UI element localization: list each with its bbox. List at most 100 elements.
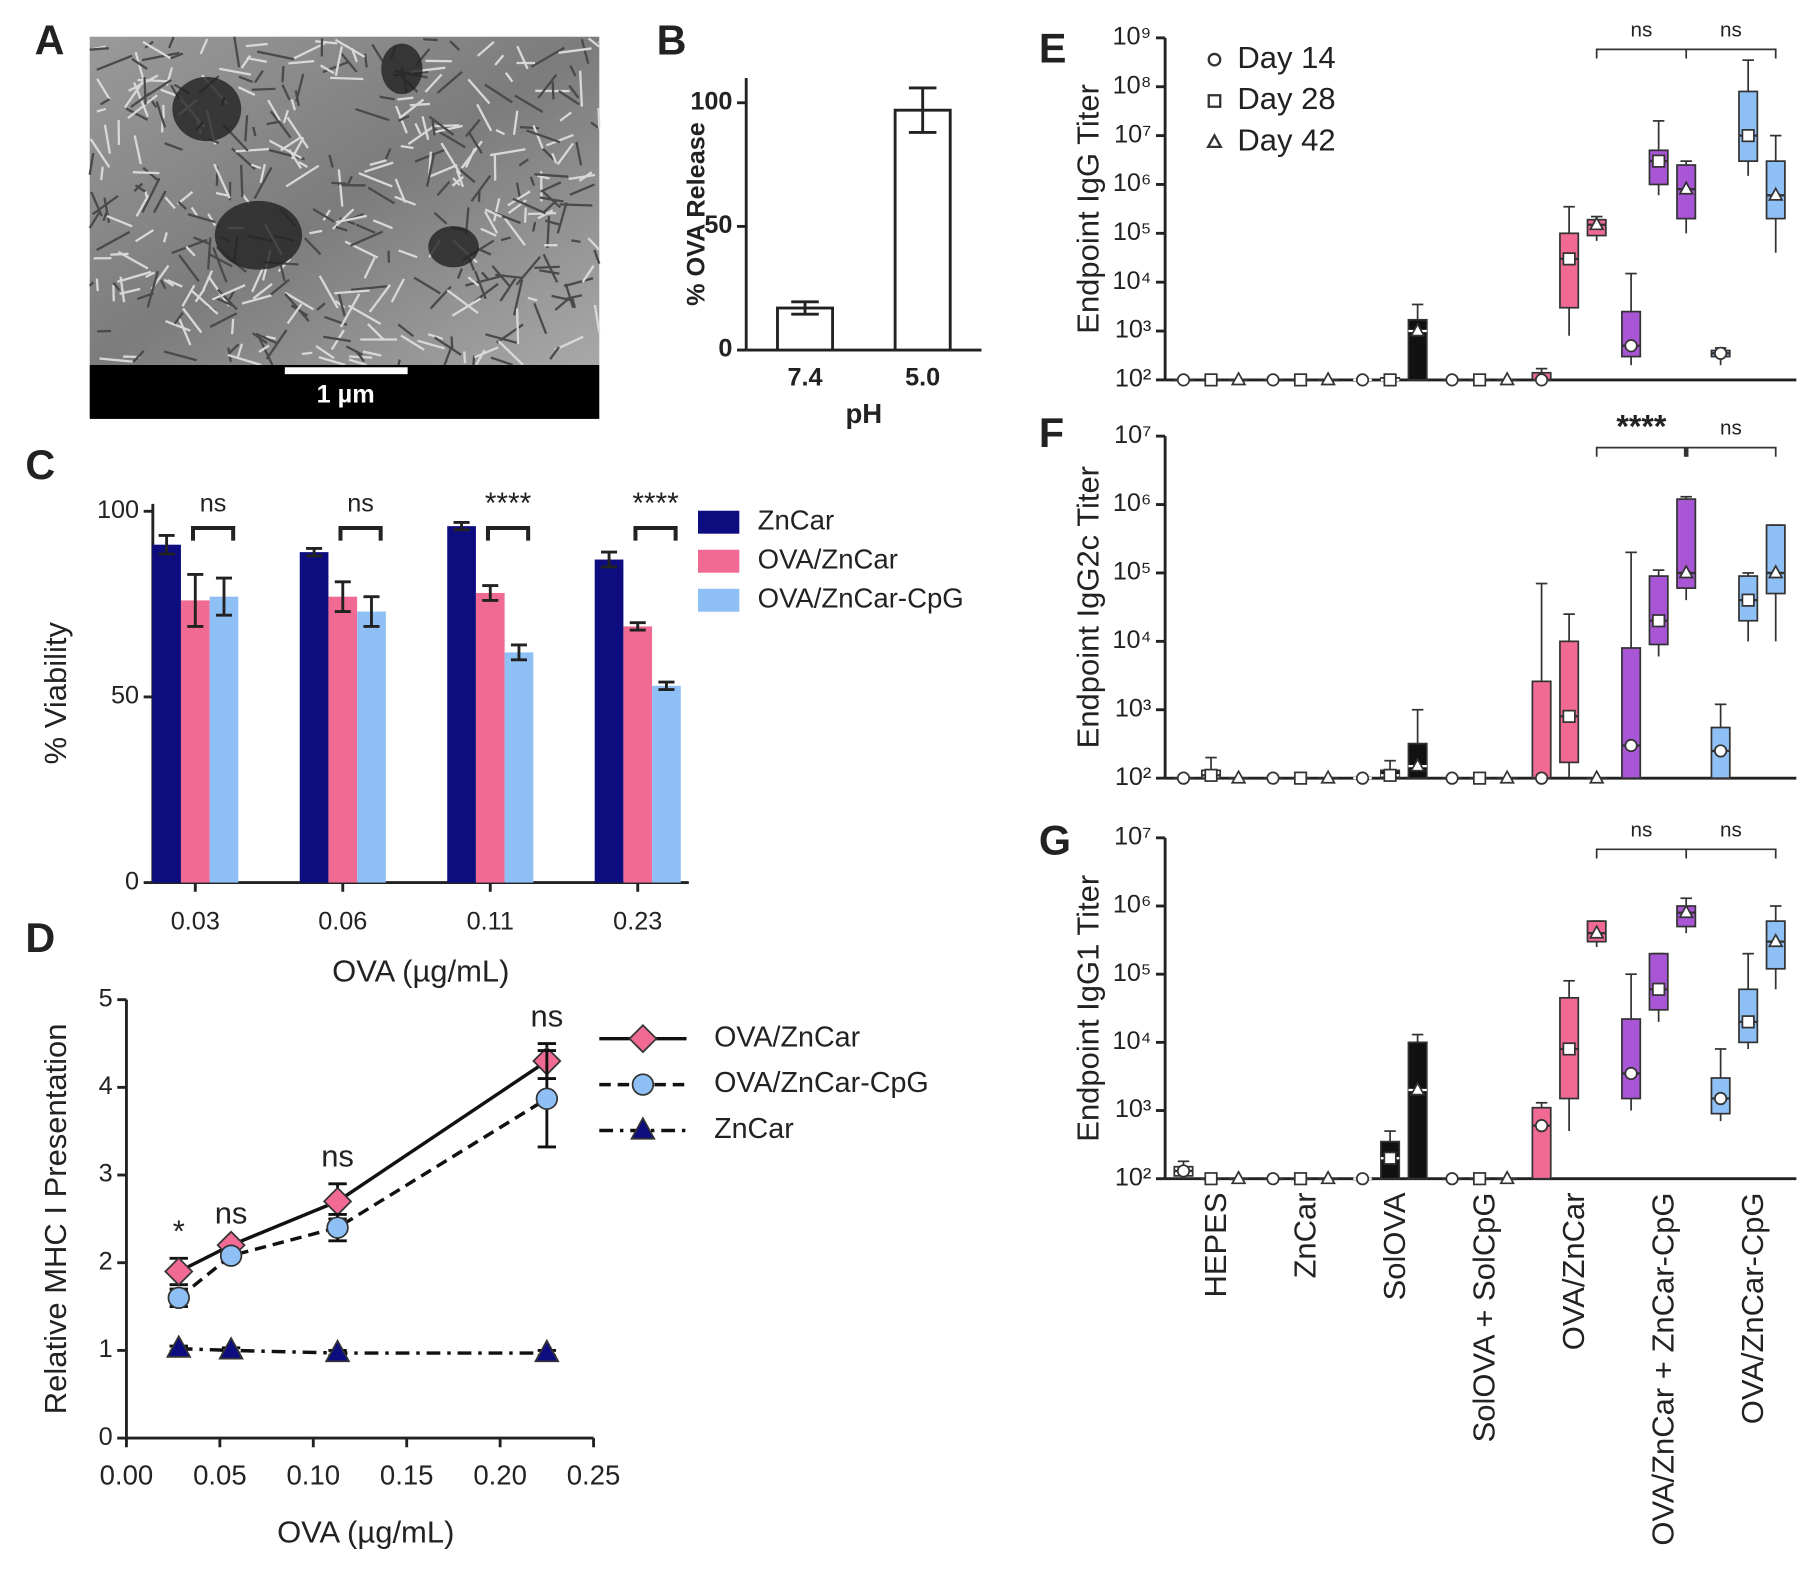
y-tick-label: 10² (1115, 763, 1151, 791)
texture (526, 129, 561, 144)
y-axis-label: % OVA Release (683, 122, 711, 306)
texture (556, 142, 574, 165)
texture (130, 92, 152, 108)
x-tick-label: 0.10 (286, 1459, 340, 1490)
series-line (177, 1059, 548, 1274)
texture (421, 116, 430, 141)
texture (554, 298, 570, 311)
texture (288, 60, 315, 65)
texture (451, 175, 465, 187)
significance-label: **** (632, 487, 679, 520)
texture (256, 50, 295, 61)
x-tick-label: 0.15 (380, 1459, 434, 1490)
texture (480, 227, 497, 237)
legend-marker (1207, 52, 1222, 67)
legend-marker (631, 1073, 655, 1096)
box (1765, 524, 1786, 595)
texture (309, 229, 323, 235)
box (1676, 498, 1697, 589)
texture (485, 333, 518, 345)
y-tick-label: 10³ (1115, 694, 1151, 722)
legend-swatch (698, 510, 740, 534)
texture (512, 197, 546, 215)
texture (286, 116, 309, 149)
point (1562, 252, 1576, 266)
point (322, 1186, 353, 1216)
texture (434, 124, 463, 134)
point (534, 1338, 560, 1363)
texture (474, 270, 487, 300)
texture (88, 281, 95, 287)
texture (241, 294, 272, 305)
texture (331, 181, 347, 185)
texture (578, 171, 593, 182)
texture (209, 312, 238, 328)
texture (152, 190, 167, 214)
point (1409, 322, 1426, 337)
texture (304, 237, 322, 256)
texture (133, 135, 142, 165)
bar (152, 544, 181, 883)
pore (172, 76, 242, 142)
texture (265, 329, 288, 360)
texture (164, 142, 183, 151)
significance-label: ns (1631, 818, 1653, 841)
panel-letter: C (25, 442, 55, 488)
texture (164, 196, 176, 210)
legend-swatch (698, 549, 740, 573)
texture (96, 107, 107, 113)
texture (134, 51, 145, 81)
texture (467, 131, 483, 154)
texture (135, 194, 150, 217)
texture (233, 36, 241, 68)
texture (446, 289, 479, 315)
texture (397, 96, 414, 101)
texture (96, 54, 133, 71)
texture (323, 335, 351, 343)
texture (240, 54, 252, 69)
box (1738, 90, 1759, 163)
texture (364, 161, 394, 173)
texture (349, 230, 384, 247)
bar (475, 592, 505, 883)
texture (527, 296, 538, 302)
point (1293, 373, 1308, 387)
texture (519, 125, 540, 130)
point (218, 1336, 244, 1360)
texture (459, 169, 476, 184)
texture (258, 337, 274, 366)
texture (358, 172, 393, 188)
texture (500, 236, 512, 242)
significance-bracket (485, 525, 531, 541)
point (1741, 1015, 1755, 1029)
texture (495, 273, 524, 280)
texture (355, 107, 390, 122)
y-axis-label: Endpoint IgG2c Titer (1071, 466, 1106, 748)
texture (494, 54, 505, 66)
significance-bracket (190, 525, 236, 541)
point (1320, 769, 1336, 784)
texture (208, 253, 233, 268)
texture (533, 302, 548, 335)
texture (449, 40, 461, 51)
significance-label: ns (1720, 18, 1742, 41)
point (1204, 373, 1218, 387)
point (1741, 593, 1755, 607)
texture (559, 203, 593, 207)
bar (209, 596, 239, 883)
texture (350, 285, 387, 291)
x-axis-label: OVA (µg/mL) (332, 953, 509, 988)
y-tick-label: 10⁶ (1113, 489, 1151, 517)
x-tick-label: OVA/ZnCar (1556, 1192, 1591, 1350)
legend-label: Day 14 (1237, 40, 1335, 75)
texture (580, 38, 590, 65)
texture (173, 312, 184, 325)
y-tick-label: 4 (99, 1072, 113, 1100)
texture (124, 78, 146, 109)
texture (414, 122, 422, 135)
texture (170, 52, 184, 60)
y-tick-label: 10⁴ (1112, 267, 1151, 295)
point (1678, 564, 1694, 579)
legend-swatch (698, 588, 740, 612)
